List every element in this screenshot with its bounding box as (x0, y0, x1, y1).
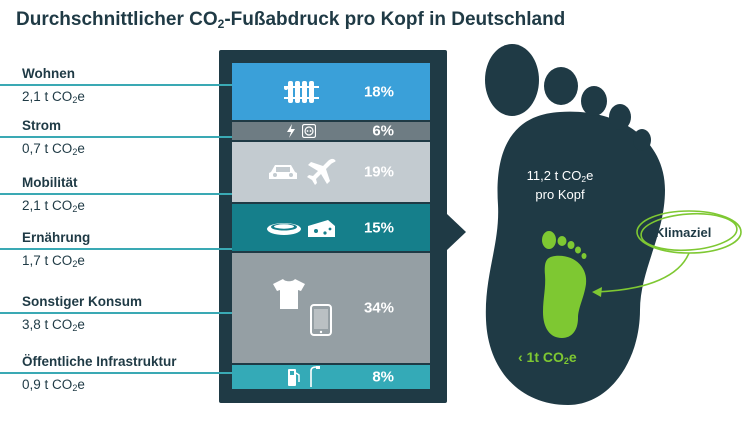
car-icon (269, 165, 297, 179)
fuel-pump-icon (288, 369, 300, 386)
cheese-icon (308, 219, 335, 237)
food-icon (267, 222, 301, 235)
goal-footprint-icon (542, 231, 587, 338)
category-label: Mobilität 2,1 t CO2e (0, 174, 232, 218)
category-label: Öffentliche Infrastruktur 0,9 t CO2e (0, 353, 232, 397)
bar-label: 6% (372, 122, 394, 140)
bar-label: 8% (372, 368, 394, 386)
toe (485, 44, 539, 116)
bar-wohnen: 18% (232, 63, 430, 120)
socket-icon (302, 124, 316, 138)
footprint-total: 11,2 t CO2e pro Kopf (526, 168, 594, 202)
tshirt-icon (273, 279, 305, 309)
chart-title: Durchschnittlicher CO2-Fußabdruck pro Ko… (16, 9, 566, 31)
category-label: Ernährung 1,7 t CO2e (0, 229, 232, 273)
bar-label: 34% (363, 299, 394, 317)
bar-strom: 6% (232, 122, 430, 140)
klimaziel-label: Klimaziel (655, 225, 712, 240)
bar-sonstiger-konsum: 34% (232, 253, 430, 363)
bar-ernaehrung: 15% (232, 204, 430, 251)
category-label: Strom 0,7 t CO2e (0, 117, 232, 161)
toe (544, 67, 578, 105)
category-label: Sonstiger Konsum 3,8 t CO2e (0, 293, 232, 337)
bar-label: 19% (363, 163, 394, 181)
footprint-icon (485, 111, 665, 405)
bar-oeffentliche-infrastruktur: 8% (232, 365, 430, 389)
bar-label: 15% (363, 219, 394, 236)
klimaziel-swirl (595, 210, 742, 293)
toe (581, 86, 607, 116)
lightning-icon (287, 124, 295, 138)
bar-label: 18% (363, 83, 394, 100)
toe (609, 104, 631, 130)
smartphone-icon (310, 304, 332, 336)
bar-mobilitaet: 19% (232, 142, 430, 202)
category-label: Wohnen 2,1 t CO2e (0, 65, 232, 109)
streetlight-icon (310, 366, 320, 387)
toe (633, 129, 651, 151)
radiator-icon (284, 80, 319, 103)
goal-label: ‹ 1t CO2e (518, 349, 577, 366)
airplane-icon (307, 158, 336, 185)
